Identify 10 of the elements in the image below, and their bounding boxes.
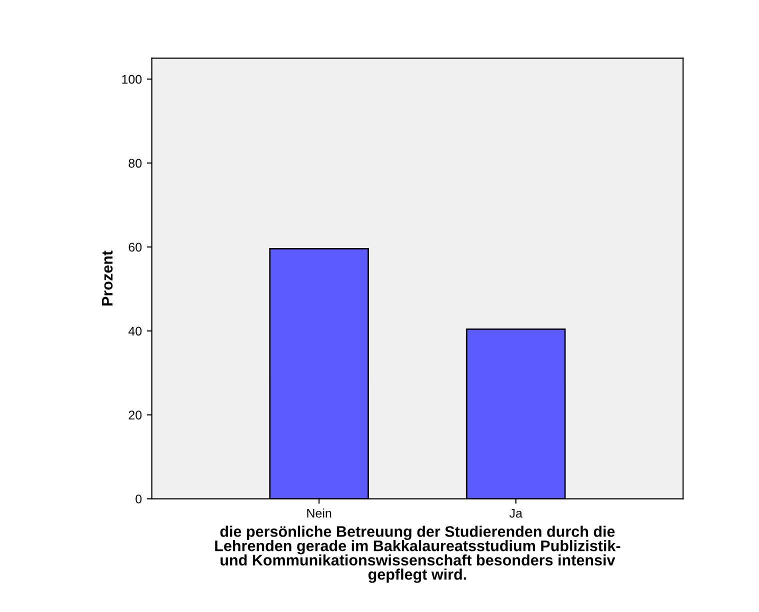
x-tick-label: Ja [509,508,522,518]
y-tick-label: 60 [128,242,142,252]
y-tick-label: 80 [128,158,142,168]
y-tick-label: 40 [128,326,142,336]
x-axis-title: die persönliche Betreuung der Studierenden durch die Lehrenden gerade im Bakkalaureatsstudium Publizistik- und Kommunikationswissenschaft besonders intensiv gepflegt wird. [215,526,620,583]
y-tick-label: 100 [122,74,142,84]
x-tick-label: Nein [307,508,332,518]
y-tick-label: 20 [128,410,142,420]
y-axis-title: Prozent [102,250,113,306]
y-tick-label: 0 [136,494,142,504]
